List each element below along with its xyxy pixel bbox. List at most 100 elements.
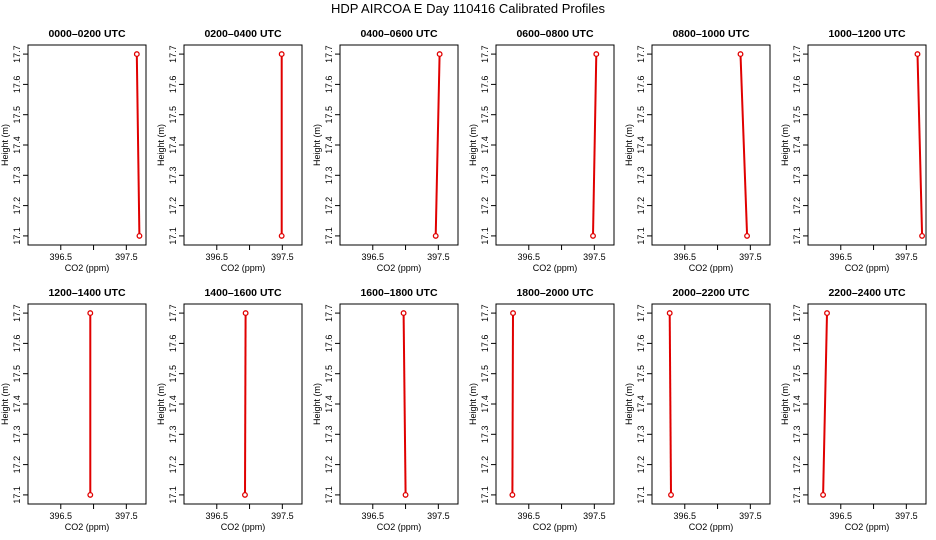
x-tick-label: 397.5 <box>739 511 762 521</box>
y-tick-label: 17.3 <box>324 167 334 185</box>
profile-point <box>242 310 249 317</box>
x-tick-label: 397.5 <box>583 511 606 521</box>
y-tick-label: 17.1 <box>168 486 178 504</box>
y-tick-label: 17.4 <box>324 136 334 154</box>
profile-point <box>510 310 516 317</box>
y-tick-label: 17.7 <box>324 45 334 63</box>
x-tick-label: 396.5 <box>50 252 73 262</box>
y-tick-label: 17.7 <box>480 45 490 63</box>
y-tick-label: 17.4 <box>168 395 178 413</box>
y-tick-label: 17.1 <box>480 486 490 504</box>
y-tick-label: 17.1 <box>636 486 646 504</box>
x-axis-label: CO2 (ppm) <box>533 263 578 273</box>
profile-line <box>244 313 247 495</box>
panel-title: 0400–0600 UTC <box>360 28 437 40</box>
profile-panel: 1400–1600 UTC 396.5 397.5 17.1 17.2 17.3 17.4 1… <box>156 287 303 532</box>
y-axis-label: Height (m) <box>0 383 10 425</box>
profile-point <box>509 491 516 498</box>
profile-line <box>434 54 441 236</box>
y-tick-label: 17.7 <box>480 304 490 322</box>
profile-panel: 1200–1400 UTC 396.5 397.5 17.1 17.2 17.3 17.4 1… <box>0 287 147 532</box>
y-tick-label: 17.4 <box>12 395 22 413</box>
x-axis-label: CO2 (ppm) <box>845 522 890 532</box>
y-tick-label: 17.2 <box>480 197 490 215</box>
x-axis-label: CO2 (ppm) <box>65 263 110 273</box>
y-axis-label: Height (m) <box>312 124 322 166</box>
y-axis-label: Height (m) <box>780 383 790 425</box>
panel-title: 0200–0400 UTC <box>204 28 281 40</box>
y-axis-label: Height (m) <box>156 383 166 425</box>
y-tick-label: 17.4 <box>168 136 178 154</box>
x-tick-label: 396.5 <box>674 511 697 521</box>
panel-title: 0800–1000 UTC <box>672 28 749 40</box>
x-axis-label: CO2 (ppm) <box>377 522 422 532</box>
profile-point <box>824 310 830 317</box>
y-tick-label: 17.7 <box>168 45 178 63</box>
x-tick-label: 396.5 <box>206 511 229 521</box>
profile-panel: 0200–0400 UTC 396.5 397.5 17.1 17.2 17.3 17.4 1… <box>156 28 303 273</box>
profile-point <box>914 51 921 58</box>
y-tick-label: 17.2 <box>792 197 802 215</box>
profile-point <box>87 310 94 317</box>
y-tick-label: 17.3 <box>168 426 178 444</box>
profile-point <box>400 310 407 317</box>
y-tick-label: 17.2 <box>792 456 802 474</box>
y-tick-label: 17.2 <box>324 456 334 474</box>
x-tick-label: 397.5 <box>271 252 294 262</box>
y-tick-label: 17.2 <box>636 456 646 474</box>
y-tick-label: 17.3 <box>636 426 646 444</box>
profile-line <box>135 54 141 236</box>
x-tick-label: 396.5 <box>206 252 229 262</box>
y-tick-label: 17.7 <box>168 304 178 322</box>
y-tick-label: 17.6 <box>792 76 802 94</box>
x-tick-label: 396.5 <box>362 252 385 262</box>
y-axis-label: Height (m) <box>624 383 634 425</box>
x-tick-label: 396.5 <box>830 252 853 262</box>
panel-title: 2200–2400 UTC <box>828 287 905 299</box>
y-tick-label: 17.4 <box>636 136 646 154</box>
panel-title: 1000–1200 UTC <box>828 28 905 40</box>
profile-point <box>668 491 674 498</box>
page-title: HDP AIRCOA E Day 110416 Calibrated Profi… <box>330 1 606 16</box>
x-axis-label: CO2 (ppm) <box>845 263 890 273</box>
profile-line <box>916 54 924 236</box>
panel-title: 1800–2000 UTC <box>516 287 593 299</box>
y-tick-label: 17.1 <box>12 227 22 245</box>
profile-panel: 2000–2200 UTC 396.5 397.5 17.1 17.2 17.3 17.4 1… <box>624 287 771 532</box>
profile-line <box>511 313 514 495</box>
y-tick-label: 17.6 <box>12 76 22 94</box>
profile-point <box>737 51 744 58</box>
x-tick-label: 397.5 <box>271 511 294 521</box>
profile-panel: 1000–1200 UTC 396.5 397.5 17.1 17.2 17.3 17.4 1… <box>780 28 927 273</box>
y-tick-label: 17.1 <box>480 227 490 245</box>
y-tick-label: 17.3 <box>324 426 334 444</box>
profile-line <box>668 313 672 495</box>
y-axis-label: Height (m) <box>468 383 478 425</box>
y-tick-label: 17.1 <box>12 486 22 504</box>
profile-panel: 1800–2000 UTC 396.5 397.5 17.1 17.2 17.3 17.4 1… <box>468 287 615 532</box>
profile-panel: 0400–0600 UTC 396.5 397.5 17.1 17.2 17.3 17.4 1… <box>312 28 459 273</box>
y-axis-label: Height (m) <box>156 124 166 166</box>
x-tick-label: 397.5 <box>427 511 450 521</box>
y-tick-label: 17.4 <box>480 136 490 154</box>
x-tick-label: 397.5 <box>739 252 762 262</box>
y-tick-label: 17.6 <box>324 335 334 353</box>
profile-point <box>432 232 439 239</box>
y-tick-label: 17.5 <box>168 365 178 383</box>
y-tick-label: 17.5 <box>480 106 490 124</box>
y-tick-label: 17.5 <box>636 365 646 383</box>
y-tick-label: 17.4 <box>480 395 490 413</box>
y-tick-label: 17.2 <box>168 197 178 215</box>
y-tick-label: 17.3 <box>792 426 802 444</box>
y-tick-label: 17.6 <box>636 335 646 353</box>
y-tick-label: 17.5 <box>12 106 22 124</box>
y-tick-label: 17.2 <box>12 456 22 474</box>
y-axis-label: Height (m) <box>0 124 10 166</box>
plot-frame <box>339 44 459 246</box>
y-tick-label: 17.5 <box>792 106 802 124</box>
y-tick-label: 17.5 <box>324 365 334 383</box>
profile-line <box>739 54 749 236</box>
y-axis-label: Height (m) <box>780 124 790 166</box>
x-axis-label: CO2 (ppm) <box>689 522 734 532</box>
profile-panel: 2200–2400 UTC 396.5 397.5 17.1 17.2 17.3 17.4 1… <box>780 287 927 532</box>
